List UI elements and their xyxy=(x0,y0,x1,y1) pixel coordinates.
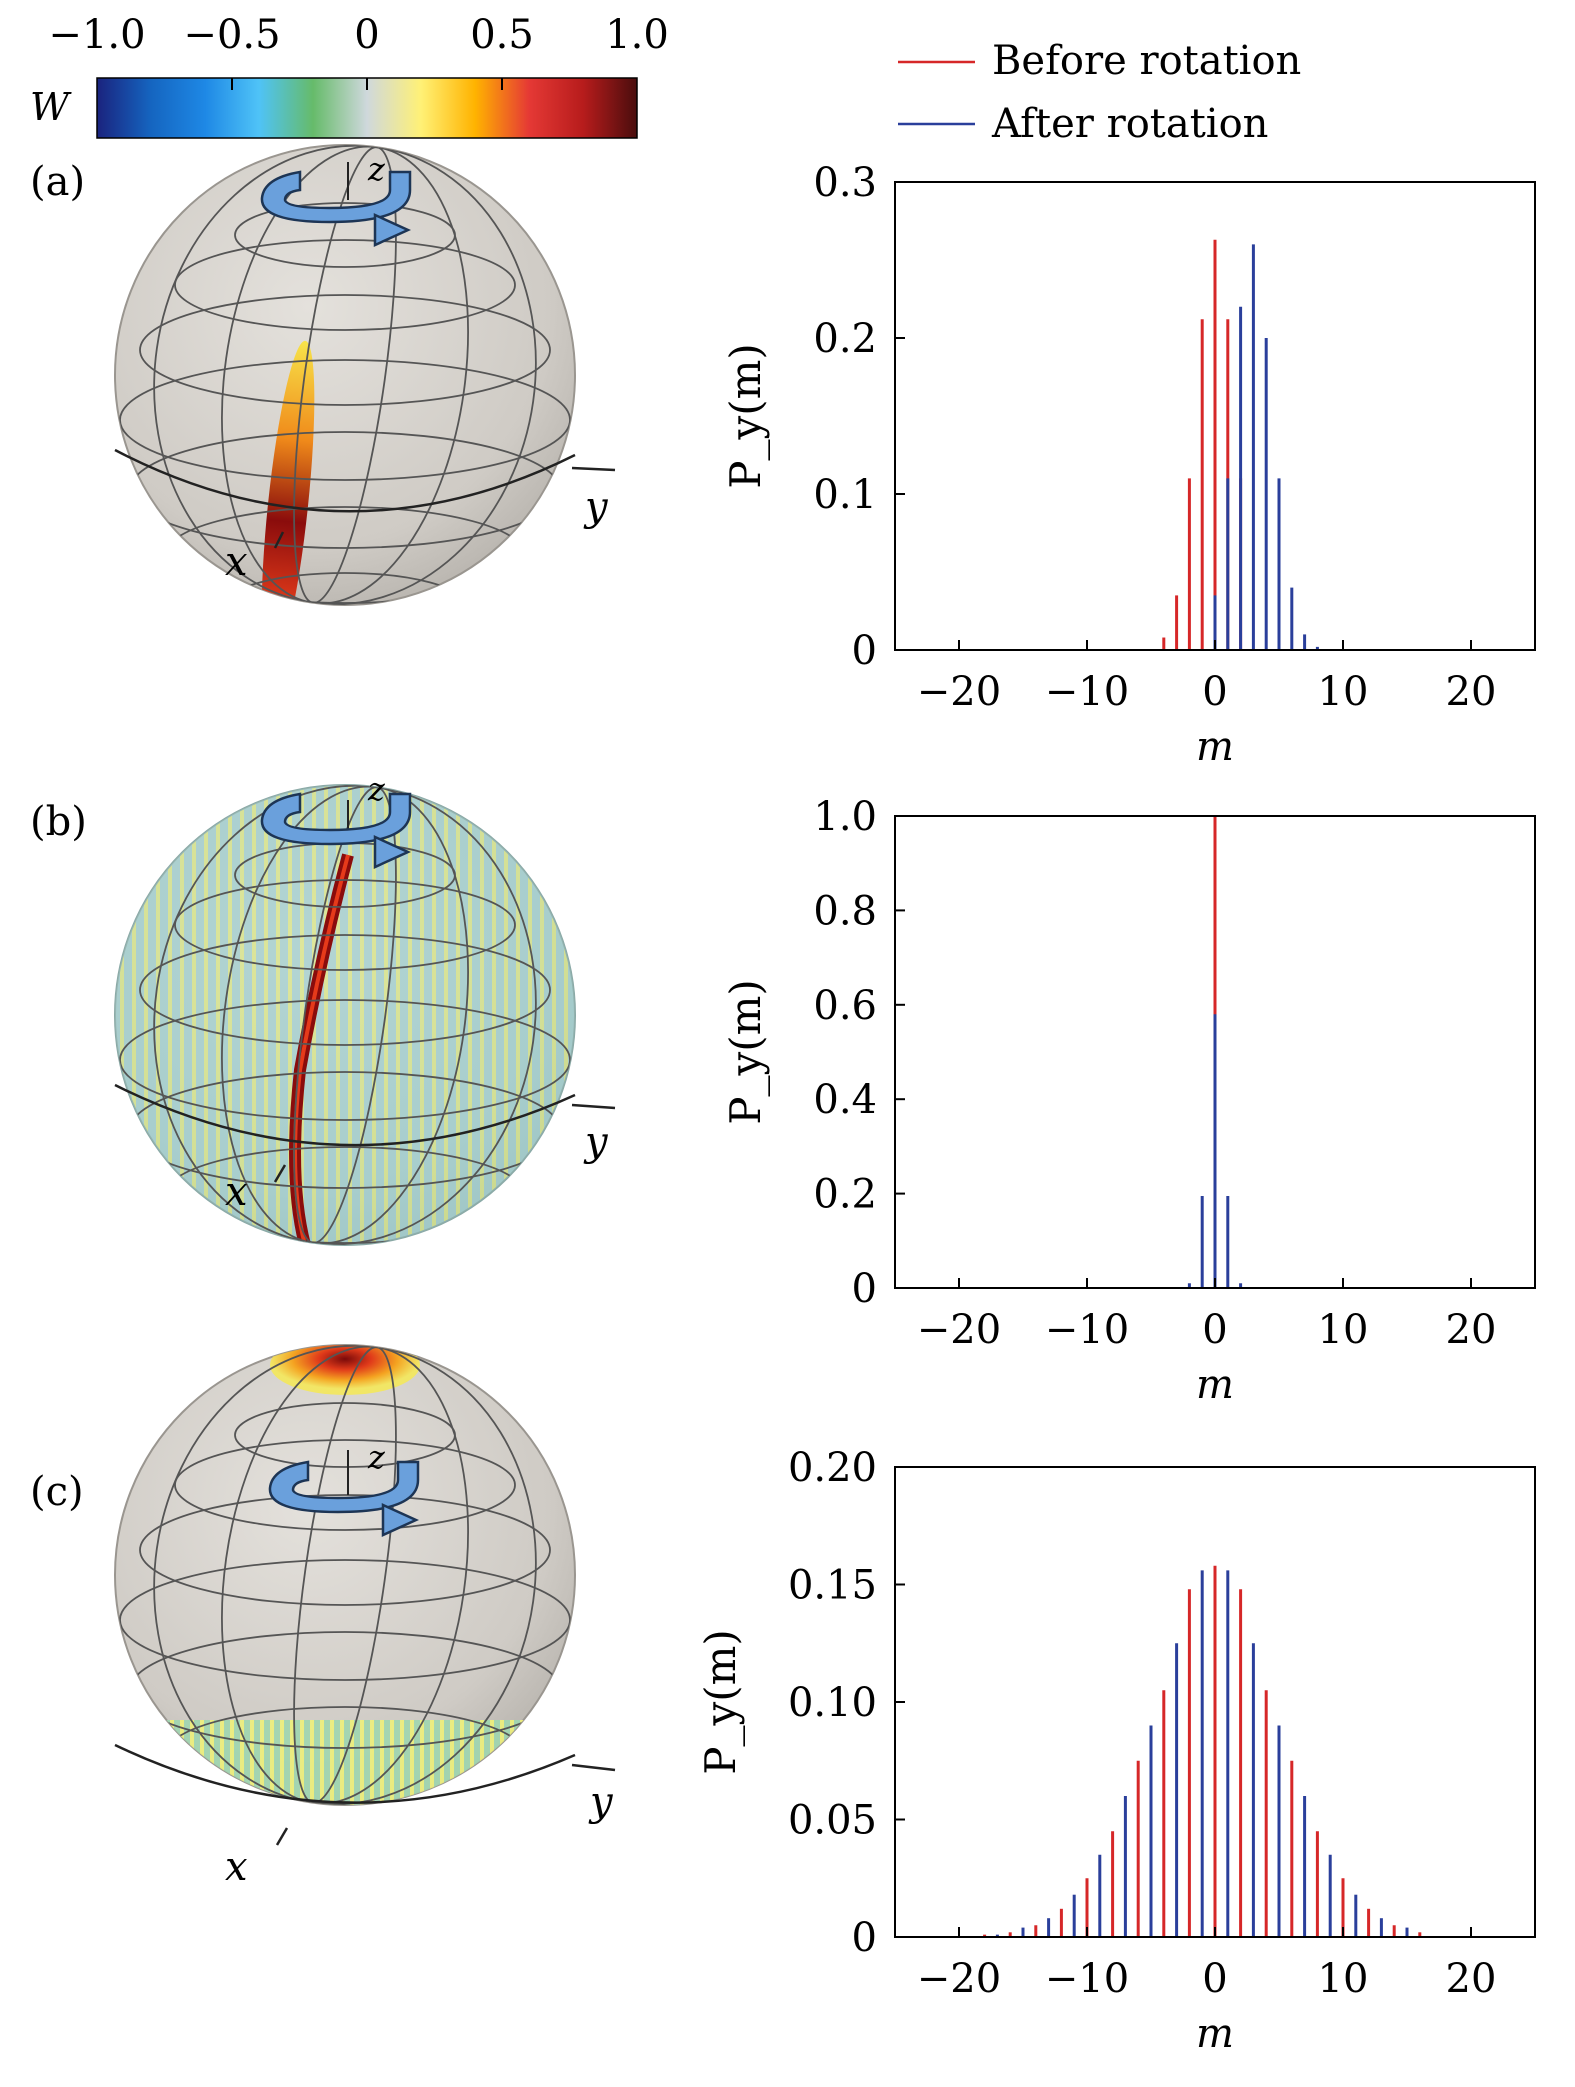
x-axis-label: m xyxy=(1196,2011,1234,2057)
colorbar-tick-label: 0 xyxy=(354,12,379,58)
sphere-c-x-label: x xyxy=(225,1844,248,1890)
x-tick-label: 10 xyxy=(1318,1307,1369,1353)
y-tick-label: 0.3 xyxy=(813,160,877,206)
y-axis-label: P_y(m) xyxy=(696,1629,745,1775)
x-tick-label: −20 xyxy=(917,1956,1001,2002)
sphere-b: (b) z y x xyxy=(30,770,616,1246)
legend-item-before: Before rotation xyxy=(898,38,1301,84)
colorbar-tick-label: 1.0 xyxy=(605,12,669,58)
chart-b: −20 −10 0 10 20 0 0.2 0.4 0.6 0.8 1.0 m P_y(m) xyxy=(721,794,1536,1408)
panel-tag-b: (b) xyxy=(30,799,87,845)
y-tick-label: 0.2 xyxy=(813,1172,877,1218)
x-tick-label: −10 xyxy=(1045,1307,1129,1353)
y-tick-label: 0.20 xyxy=(788,1445,877,1491)
sphere-a-y-label: y xyxy=(583,484,609,530)
x-tick-label: 10 xyxy=(1318,1956,1369,2002)
x-axis-label: m xyxy=(1196,1362,1234,1408)
sphere-c-equator xyxy=(114,1743,576,1804)
rotation-arrow-b-icon xyxy=(260,792,412,869)
y-axis-label: P_y(m) xyxy=(721,343,770,489)
sphere-c-y-label: y xyxy=(588,1779,614,1825)
sphere-c-y-axis xyxy=(571,1763,616,1772)
y-tick-label: 0.4 xyxy=(813,1077,877,1123)
sphere-b-equator xyxy=(114,1083,576,1147)
x-tick-label: 0 xyxy=(1202,1956,1227,2002)
sphere-a-z-label: z xyxy=(367,150,386,188)
sphere-b-x-axis xyxy=(273,1164,287,1183)
y-tick-label: 0.8 xyxy=(813,888,877,934)
y-tick-label: 0.2 xyxy=(813,316,877,362)
y-tick-label: 0.15 xyxy=(788,1563,877,1609)
y-tick-label: 1.0 xyxy=(813,794,877,840)
x-axis-label: m xyxy=(1196,724,1234,770)
sphere-b-y-label: y xyxy=(583,1119,609,1165)
sphere-a-grid xyxy=(119,145,571,605)
colorbar: −1.0 −0.5 0 0.5 1.0 W xyxy=(30,12,669,139)
rotation-arrow-a-icon xyxy=(260,170,412,247)
y-tick-label: 0.10 xyxy=(788,1680,877,1726)
sphere-a-y-axis xyxy=(571,466,616,472)
y-tick-label: 0 xyxy=(852,628,877,674)
sphere-b-x-label: x xyxy=(225,1169,248,1215)
sphere-b-shade xyxy=(115,785,575,1245)
panel-tag-a: (a) xyxy=(30,159,85,205)
sphere-c-x-axis xyxy=(275,1827,289,1846)
x-tick-label: −20 xyxy=(917,669,1001,715)
colorbar-tick-label: 0.5 xyxy=(470,12,534,58)
y-tick-label: 0 xyxy=(852,1915,877,1961)
colorbar-tick-label: −1.0 xyxy=(48,12,145,58)
sphere-a-x-axis xyxy=(273,531,285,549)
x-tick-label: 10 xyxy=(1318,669,1369,715)
x-tick-label: −20 xyxy=(917,1307,1001,1353)
x-tick-label: 0 xyxy=(1202,669,1227,715)
sphere-a-equator xyxy=(114,448,576,513)
x-tick-label: 0 xyxy=(1202,1307,1227,1353)
colorbar-ticks: −1.0 −0.5 0 0.5 1.0 xyxy=(48,12,669,90)
colorbar-symbol: W xyxy=(30,85,72,129)
chart-a: −20 −10 0 10 20 0 0.1 0.2 0.3 m P_y(m) xyxy=(721,160,1536,770)
x-tick-label: 20 xyxy=(1446,1956,1497,2002)
legend: Before rotation After rotation xyxy=(898,38,1301,147)
sphere-b-z-label: z xyxy=(367,770,386,808)
sphere-a-body xyxy=(114,144,576,606)
colorbar-tick-label: −0.5 xyxy=(183,12,280,58)
sphere-c-z-label: z xyxy=(367,1438,386,1476)
sphere-a-hotspot xyxy=(261,340,315,605)
sphere-a: (a) z y x xyxy=(30,144,616,606)
x-tick-label: −10 xyxy=(1045,1956,1129,2002)
x-tick-label: 20 xyxy=(1446,1307,1497,1353)
sphere-a-x-label: x xyxy=(225,539,248,585)
sphere-a-wigner xyxy=(261,340,315,605)
y-tick-label: 0.6 xyxy=(813,983,877,1029)
y-axis-label: P_y(m) xyxy=(721,979,770,1125)
x-tick-label: 20 xyxy=(1446,669,1497,715)
panel-tag-c: (c) xyxy=(30,1469,84,1515)
legend-label-after: After rotation xyxy=(991,101,1268,147)
sphere-c: (c) z y x xyxy=(30,1344,616,1890)
sphere-c-grid xyxy=(119,1345,571,1805)
rotation-arrow-c-icon xyxy=(268,1460,420,1537)
legend-label-before: Before rotation xyxy=(992,38,1301,84)
y-tick-label: 0 xyxy=(852,1266,877,1312)
sphere-b-y-axis xyxy=(571,1103,616,1110)
y-tick-label: 0.1 xyxy=(813,472,877,518)
chart-c: −20 −10 0 10 20 0 0.05 0.10 0.15 0.20 m P_y(m) xyxy=(696,1445,1536,2057)
sphere-b-hotspot-core xyxy=(293,854,350,1245)
legend-item-after: After rotation xyxy=(898,101,1268,147)
y-tick-label: 0.05 xyxy=(788,1798,877,1844)
x-tick-label: −10 xyxy=(1045,669,1129,715)
